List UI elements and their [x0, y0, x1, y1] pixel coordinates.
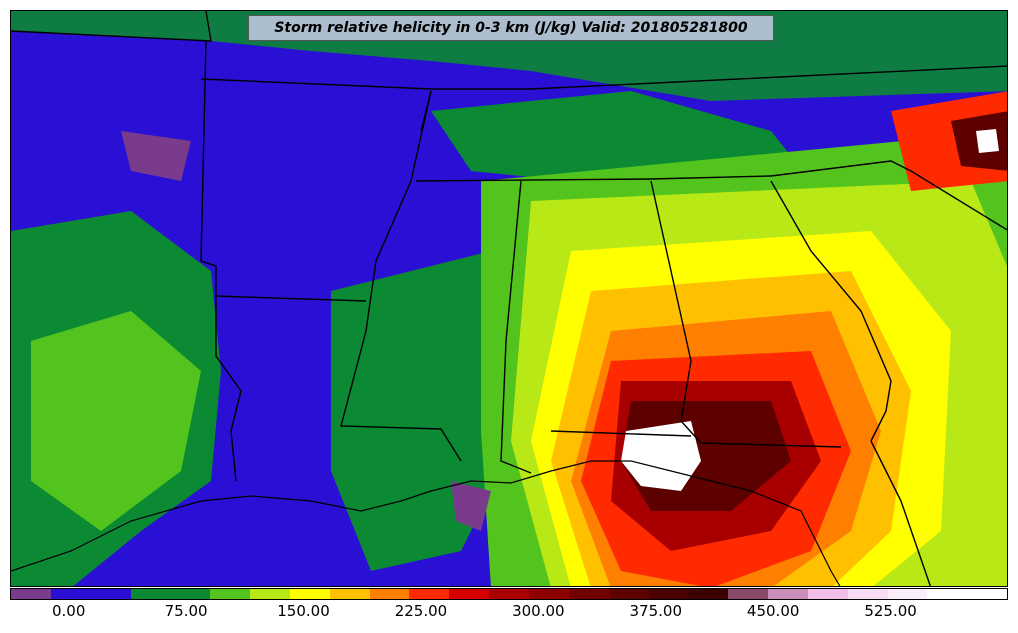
- colorbar-tick-label: 150.00: [277, 602, 330, 620]
- state-borders: [11, 11, 1007, 586]
- colorbar-segment: [50, 589, 91, 599]
- colorbar-segment: [409, 589, 450, 599]
- colorbar-segment: [568, 589, 609, 599]
- colorbar-segment: [11, 589, 51, 599]
- colorbar-segment: [489, 589, 529, 599]
- colorbar-ticks: 0.00 75.00 150.00 225.00 300.00 375.00 450.00 5…: [10, 602, 1008, 624]
- colorbar-segment: [967, 589, 1008, 599]
- field-white-ne: [976, 129, 999, 153]
- colorbar-tick-label: 450.00: [746, 602, 800, 620]
- colorbar-segment: [648, 589, 689, 599]
- colorbar-segment: [528, 589, 569, 599]
- field-purple-gulf: [451, 481, 491, 531]
- colorbar-segment: [768, 589, 808, 599]
- colorbar-segment: [927, 589, 968, 599]
- colorbar-segment: [210, 589, 251, 599]
- colorbar-tick-label: 300.00: [512, 602, 565, 620]
- colorbar-tick-label: 375.00: [629, 602, 683, 620]
- colorbar-tick-label: 0.00: [52, 602, 86, 620]
- field-lightgreen-west: [31, 311, 201, 531]
- colorbar-segment: [130, 589, 171, 599]
- colorbar-segment: [807, 589, 848, 599]
- map-title: Storm relative helicity in 0-3 km (J/kg)…: [248, 15, 774, 41]
- colorbar-segment: [688, 589, 729, 599]
- colorbar-segment: [608, 589, 649, 599]
- helicity-map: [10, 10, 1008, 587]
- colorbar-segment: [250, 589, 290, 599]
- field-purple-nw: [121, 131, 191, 181]
- colorbar-segment: [329, 589, 370, 599]
- colorbar-segment: [449, 589, 490, 599]
- colorbar-segment: [887, 589, 928, 599]
- coastline: [11, 460, 841, 586]
- map-canvas: [11, 11, 1007, 586]
- colorbar-tick-label: 525.00: [864, 602, 917, 620]
- colorbar-tick-label: 75.00: [164, 602, 208, 620]
- colorbar-segment: [847, 589, 888, 599]
- colorbar-segment: [728, 589, 769, 599]
- colorbar-segment: [289, 589, 330, 599]
- colorbar-segment: [90, 589, 131, 599]
- colorbar-tick-label: 225.00: [394, 602, 448, 620]
- colorbar-segment: [369, 589, 410, 599]
- colorbar-segment: [170, 589, 211, 599]
- colorbar: [10, 588, 1008, 600]
